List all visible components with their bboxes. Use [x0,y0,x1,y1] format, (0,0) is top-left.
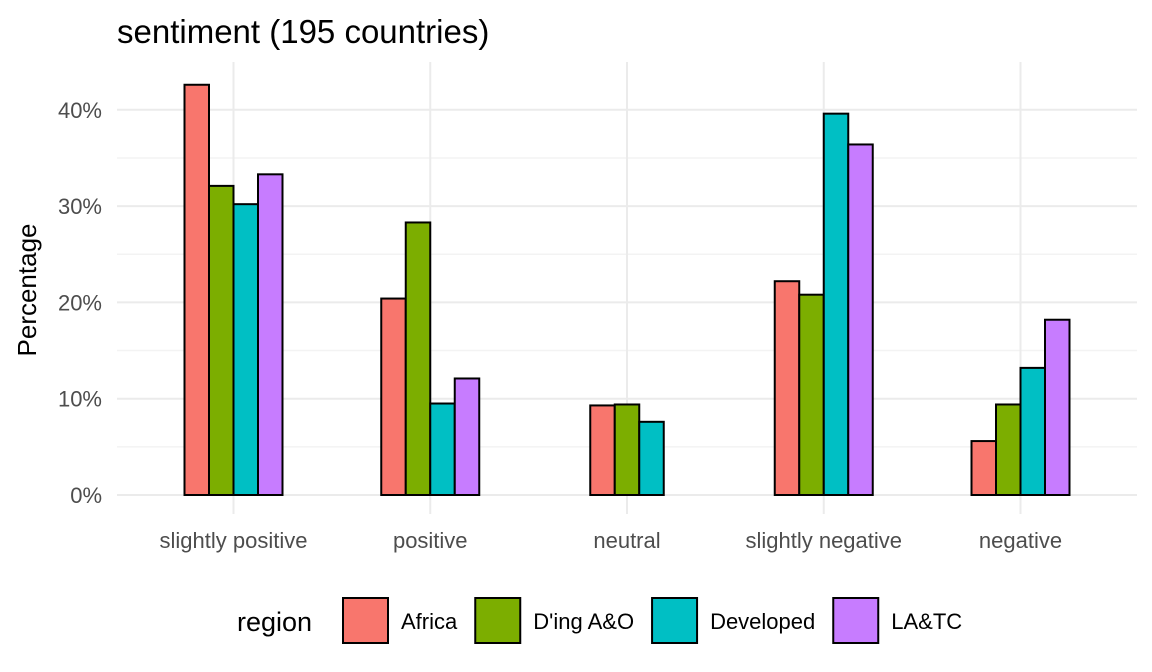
y-tick-label: 30% [58,194,102,219]
legend-key [832,597,880,644]
legend-label: D'ing A&O [533,609,634,634]
x-axis-ticks: slightly positive positive neutral slightly… [160,528,1063,553]
bar [1019,366,1046,496]
bar [847,143,874,497]
legend: region Africa D'ing A&O Developed LA&TC [237,597,962,644]
bar [638,420,665,497]
legend-label: Developed [710,609,815,634]
bar [380,297,407,496]
legend-key [651,597,699,644]
bar [995,403,1022,496]
bar [404,221,432,496]
bar [970,440,997,496]
legend-label: LA&TC [891,609,962,634]
bar [257,173,284,496]
chart-title: sentiment (195 countries) [117,13,489,50]
y-tick-label: 0% [70,483,102,508]
bar [183,83,210,497]
x-tick-label: negative [979,528,1062,553]
bar [822,112,850,496]
bars [183,83,1071,497]
legend-title: region [237,607,312,637]
bar [208,184,235,496]
x-tick-label: neutral [593,528,660,553]
bar [1044,318,1071,497]
bar [453,377,481,496]
y-tick-label: 40% [58,98,102,123]
x-tick-label: slightly positive [160,528,308,553]
bar [613,403,641,496]
bar [798,293,825,497]
y-tick-label: 20% [58,290,102,315]
y-tick-label: 10% [58,387,102,412]
legend-label: Africa [401,609,458,634]
legend-key [474,597,522,644]
x-tick-label: positive [393,528,468,553]
legend-key [342,597,389,644]
bar [429,402,456,497]
y-axis-ticks: 0% 10% 20% 30% 40% [58,98,102,508]
x-tick-label: slightly negative [745,528,902,553]
bar [232,203,259,496]
y-axis-title: Percentage [12,224,42,357]
bar [773,280,801,496]
bar [589,404,616,497]
